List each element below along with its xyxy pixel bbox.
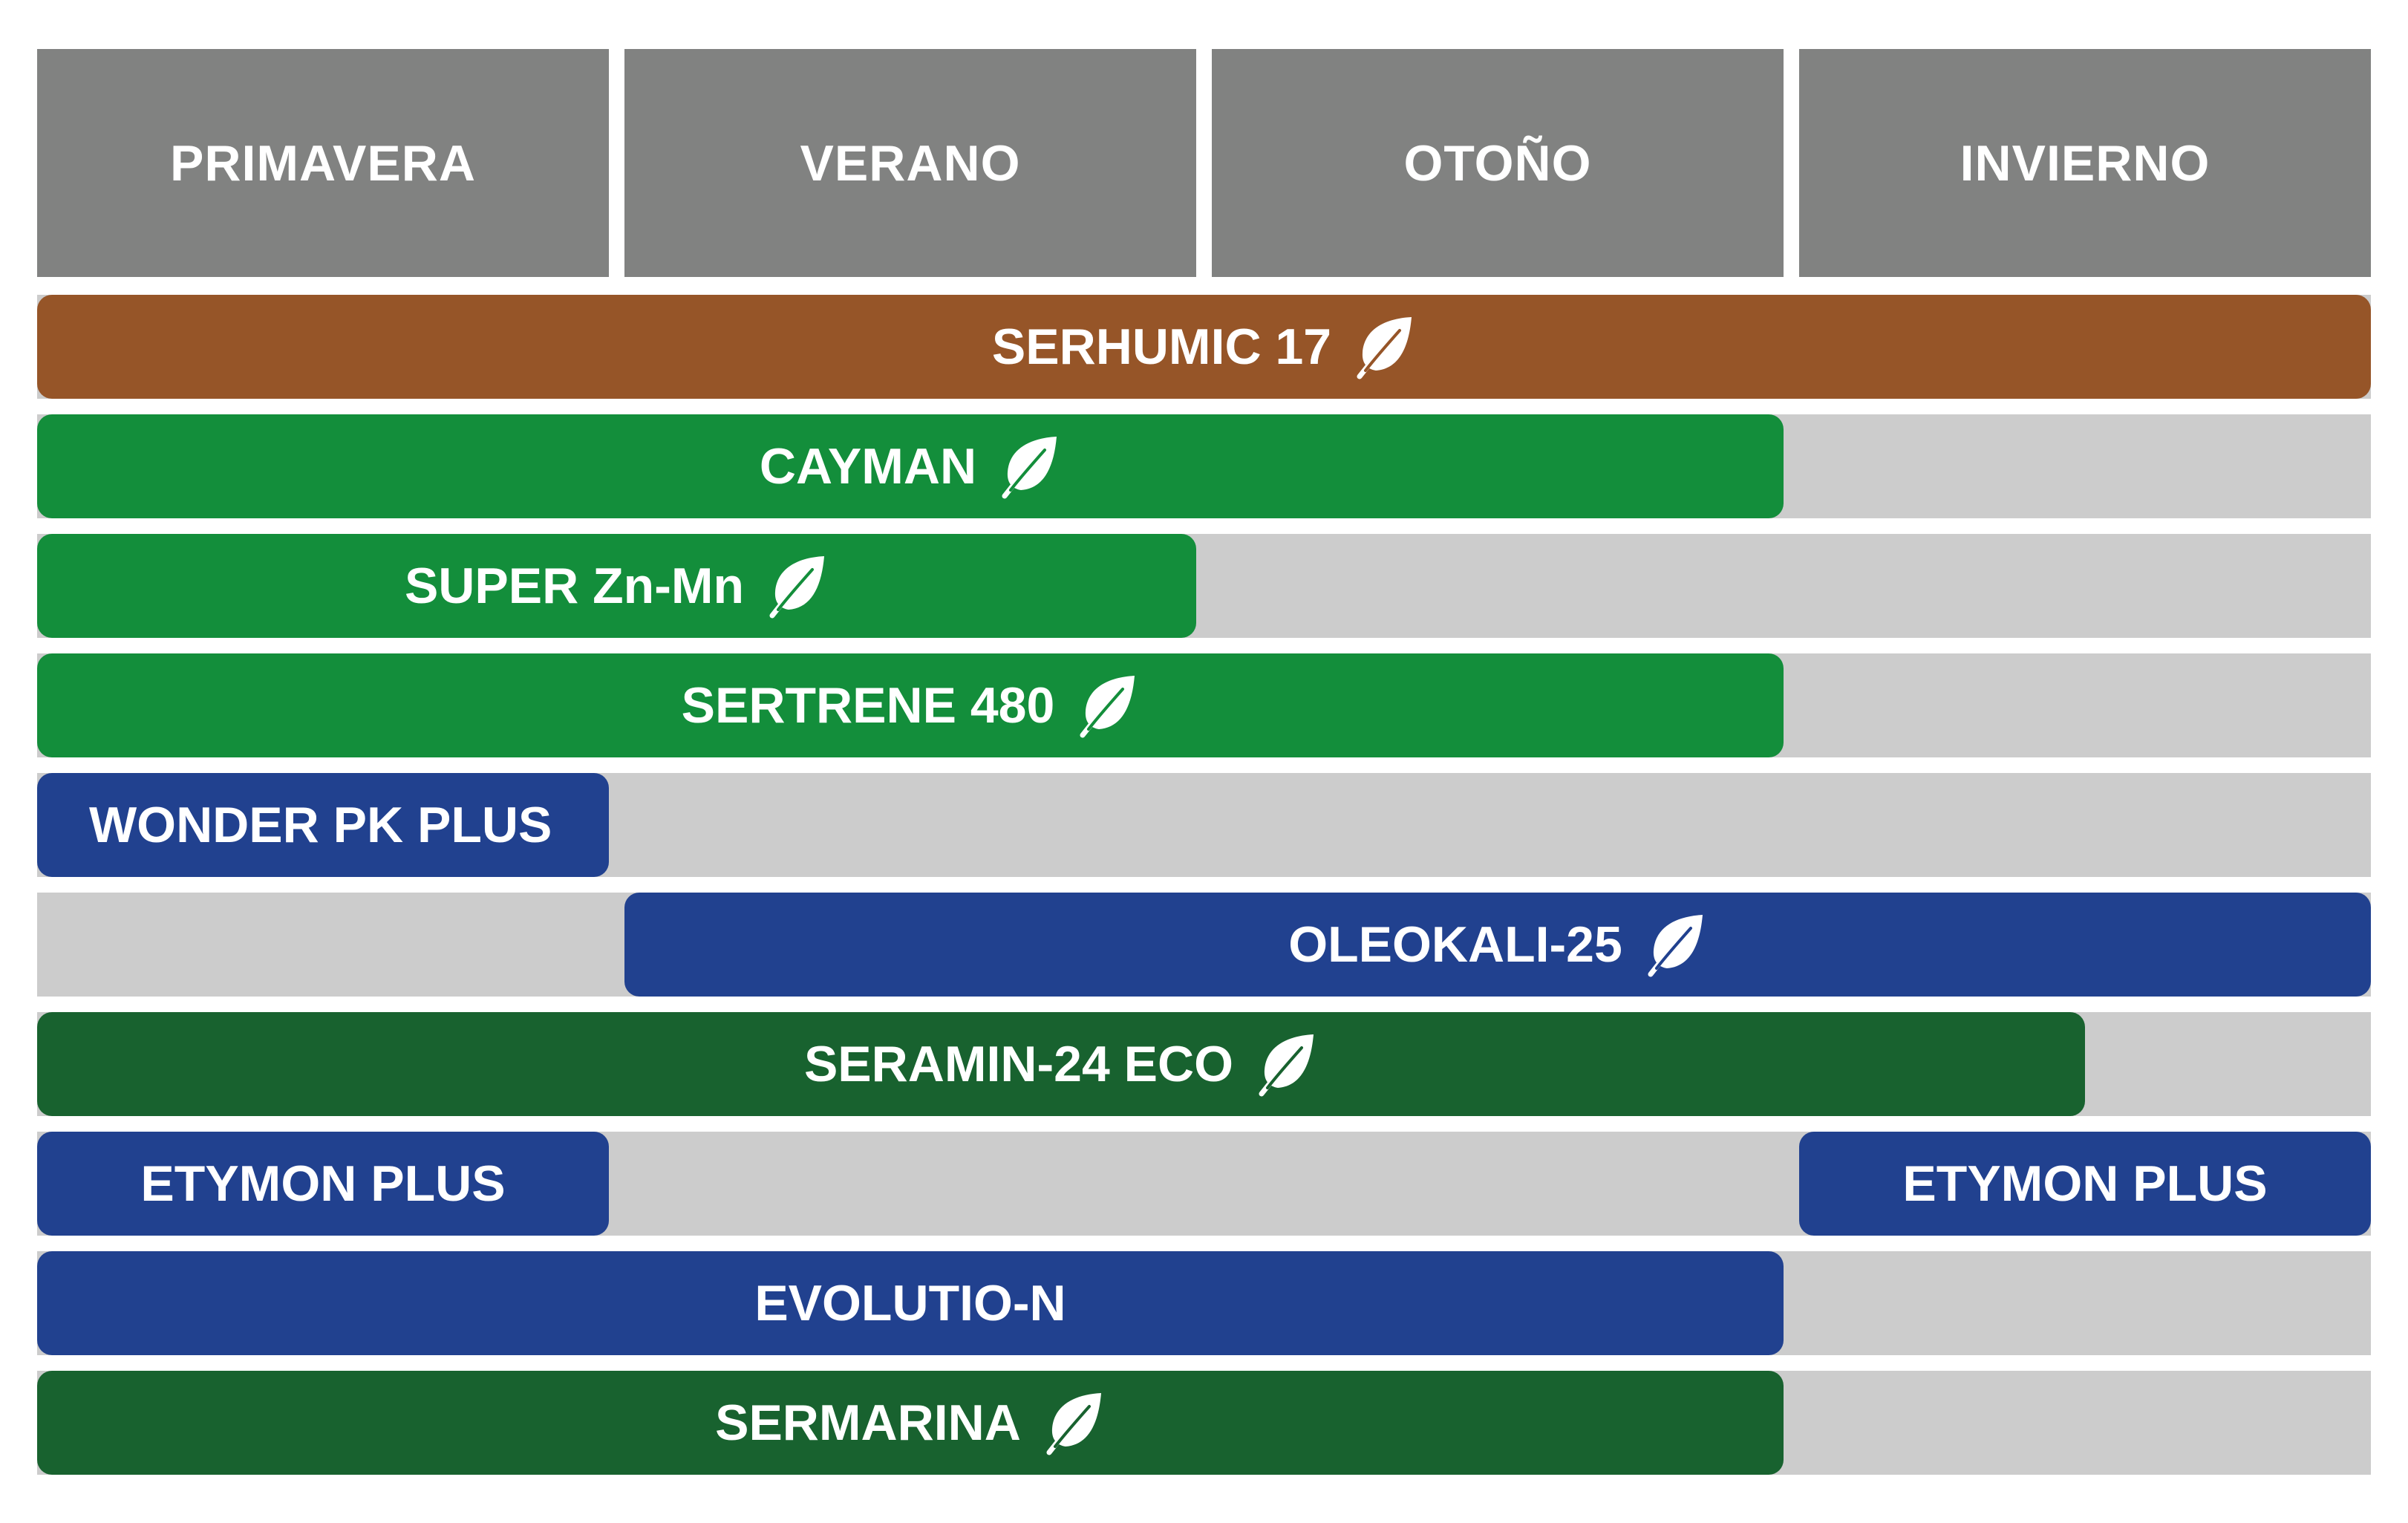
product-bar: SERAMIN-24 ECO bbox=[37, 1012, 2085, 1116]
product-name: ETYMON PLUS bbox=[140, 1155, 506, 1212]
product-name: SUPER Zn-Mn bbox=[404, 558, 745, 614]
product-row: SERMARINA bbox=[37, 1371, 2371, 1475]
leaf-icon bbox=[999, 434, 1061, 499]
product-bar: CAYMAN bbox=[37, 414, 1784, 518]
product-name: SERAMIN-24 ECO bbox=[803, 1036, 1234, 1092]
product-row: SUPER Zn-Mn bbox=[37, 534, 2371, 638]
season-header-otono: OTOÑO bbox=[1212, 49, 1784, 277]
product-row: SERHUMIC 17 bbox=[37, 295, 2371, 399]
product-name: ETYMON PLUS bbox=[1902, 1155, 2268, 1212]
product-season-chart: PRIMAVERA VERANO OTOÑO INVIERNO SERHUMIC… bbox=[37, 49, 2371, 1475]
product-row: SERAMIN-24 ECO bbox=[37, 1012, 2371, 1116]
leaf-icon bbox=[1645, 912, 1707, 977]
product-bar: SERHUMIC 17 bbox=[37, 295, 2371, 399]
product-name: SERMARINA bbox=[715, 1395, 1021, 1451]
product-row: SERTRENE 480 bbox=[37, 653, 2371, 757]
product-bar: ETYMON PLUS bbox=[1799, 1132, 2371, 1236]
product-row: ETYMON PLUS ETYMON PLUS bbox=[37, 1132, 2371, 1236]
product-row: EVOLUTIO-N bbox=[37, 1251, 2371, 1355]
product-bar: EVOLUTIO-N bbox=[37, 1251, 1784, 1355]
leaf-icon bbox=[1077, 673, 1139, 738]
product-row: OLEOKALI-25 bbox=[37, 893, 2371, 997]
season-header-primavera: PRIMAVERA bbox=[37, 49, 609, 277]
leaf-icon bbox=[1256, 1031, 1318, 1097]
product-name: SERHUMIC 17 bbox=[991, 319, 1332, 375]
product-name: OLEOKALI-25 bbox=[1288, 916, 1622, 973]
product-bar: ETYMON PLUS bbox=[37, 1132, 609, 1236]
product-row: CAYMAN bbox=[37, 414, 2371, 518]
season-header-verano: VERANO bbox=[624, 49, 1196, 277]
leaf-icon bbox=[766, 553, 829, 619]
product-bar: OLEOKALI-25 bbox=[624, 893, 2371, 997]
season-header-invierno: INVIERNO bbox=[1799, 49, 2371, 277]
product-name: EVOLUTIO-N bbox=[754, 1275, 1066, 1331]
leaf-icon bbox=[1354, 314, 1416, 379]
product-name: WONDER PK PLUS bbox=[89, 797, 552, 853]
product-bar: SERMARINA bbox=[37, 1371, 1784, 1475]
product-name: CAYMAN bbox=[759, 438, 977, 495]
product-bar: SERTRENE 480 bbox=[37, 653, 1784, 757]
product-row: WONDER PK PLUS bbox=[37, 773, 2371, 877]
product-bar: WONDER PK PLUS bbox=[37, 773, 609, 877]
product-bar: SUPER Zn-Mn bbox=[37, 534, 1196, 638]
season-header-row: PRIMAVERA VERANO OTOÑO INVIERNO bbox=[37, 49, 2371, 277]
leaf-icon bbox=[1043, 1390, 1106, 1455]
product-name: SERTRENE 480 bbox=[681, 677, 1055, 734]
